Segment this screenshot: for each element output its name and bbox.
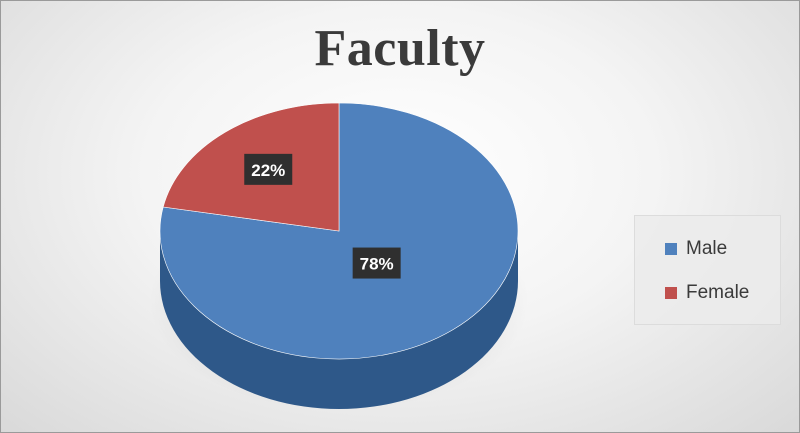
data-label-female: 22%: [244, 153, 293, 185]
legend-label-male: Male: [686, 238, 728, 259]
pie-tops: [159, 102, 519, 360]
legend: Male Female: [634, 215, 781, 325]
legend-label-female: Female: [686, 282, 750, 303]
pie-labels: 78% 22%: [244, 153, 401, 279]
chart-title: Faculty: [314, 20, 486, 77]
pie-side-male: [160, 231, 518, 409]
data-label-text-male: 78%: [360, 255, 394, 274]
legend-swatch-female: [665, 287, 677, 299]
legend-swatch-male: [665, 243, 677, 255]
pie-sides: [160, 231, 518, 409]
legend-entry-male: Male: [665, 237, 727, 261]
pie-slice-male: [159, 102, 519, 360]
data-label-text-female: 22%: [251, 161, 285, 180]
data-label-male: 78%: [352, 247, 401, 279]
data-label-box-female: [244, 153, 293, 185]
legend-entry-female: Female: [665, 281, 749, 305]
data-label-box-male: [352, 247, 401, 279]
